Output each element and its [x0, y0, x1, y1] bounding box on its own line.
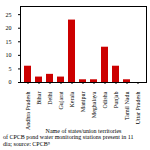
- svg-text:Manipur: Manipur: [80, 92, 86, 113]
- svg-text:Gujarat: Gujarat: [58, 91, 64, 109]
- svg-text:Kerala: Kerala: [69, 91, 75, 107]
- svg-text:Name of states/union territori: Name of states/union territories: [46, 128, 122, 134]
- svg-text:25: 25: [6, 12, 12, 18]
- svg-text:Uttar Pradesh: Uttar Pradesh: [135, 92, 141, 125]
- html-text:dia; source: CPCB⁹: dia; source: CPCB⁹: [3, 141, 50, 147]
- svg-text:Meghalaya: Meghalaya: [91, 91, 97, 118]
- svg-text:20: 20: [6, 25, 12, 31]
- svg-text:Andhra Pradesh: Andhra Pradesh: [25, 92, 31, 131]
- svg-text:5: 5: [9, 66, 12, 72]
- svg-text:Delhi: Delhi: [47, 91, 53, 105]
- svg-text:15: 15: [6, 39, 12, 45]
- svg-text:Tamil Nadu: Tamil Nadu: [124, 92, 130, 120]
- svg-text:0: 0: [9, 79, 12, 85]
- svg-text:Odisha: Odisha: [102, 91, 108, 108]
- html-text:of CPCB pond water monitoring: of CPCB pond water monitoring stations p…: [3, 134, 134, 140]
- svg-text:Bihar: Bihar: [36, 92, 42, 105]
- svg-text:10: 10: [6, 52, 12, 58]
- svg-text:Punjab: Punjab: [113, 92, 119, 109]
